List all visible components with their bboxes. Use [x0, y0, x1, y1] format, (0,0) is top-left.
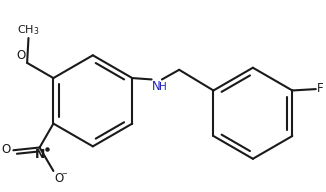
- Text: CH$_3$: CH$_3$: [17, 23, 40, 37]
- Text: O: O: [17, 49, 26, 62]
- Text: H: H: [159, 82, 167, 92]
- Text: N: N: [35, 148, 46, 161]
- Text: O: O: [1, 143, 11, 156]
- Text: N: N: [152, 80, 161, 93]
- Text: O: O: [55, 172, 64, 185]
- Text: $^{-}$: $^{-}$: [61, 172, 68, 182]
- Text: F: F: [317, 82, 324, 95]
